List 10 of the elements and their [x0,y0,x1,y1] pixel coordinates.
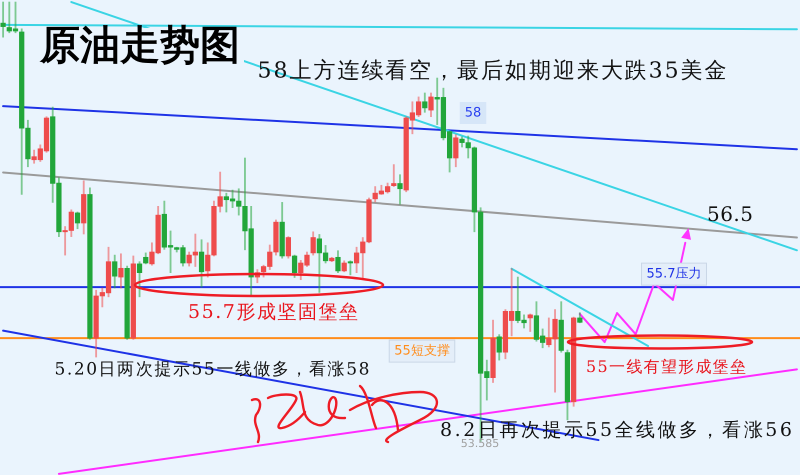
ref-line-label: 55短支撑 [394,344,450,359]
annotation: 55.7形成坚固堡垒 [188,300,360,323]
text: 原油走势图 [39,22,240,68]
annotation: 55一线有望形成堡垒 [586,357,748,376]
annotation: 53.585 [460,437,500,450]
annotation: 56.5 [706,202,754,226]
ref-line-label: 55.7压力 [646,266,702,282]
candlestick [348,260,354,276]
candlestick [0,2,6,38]
annotation: 58 [464,105,482,120]
